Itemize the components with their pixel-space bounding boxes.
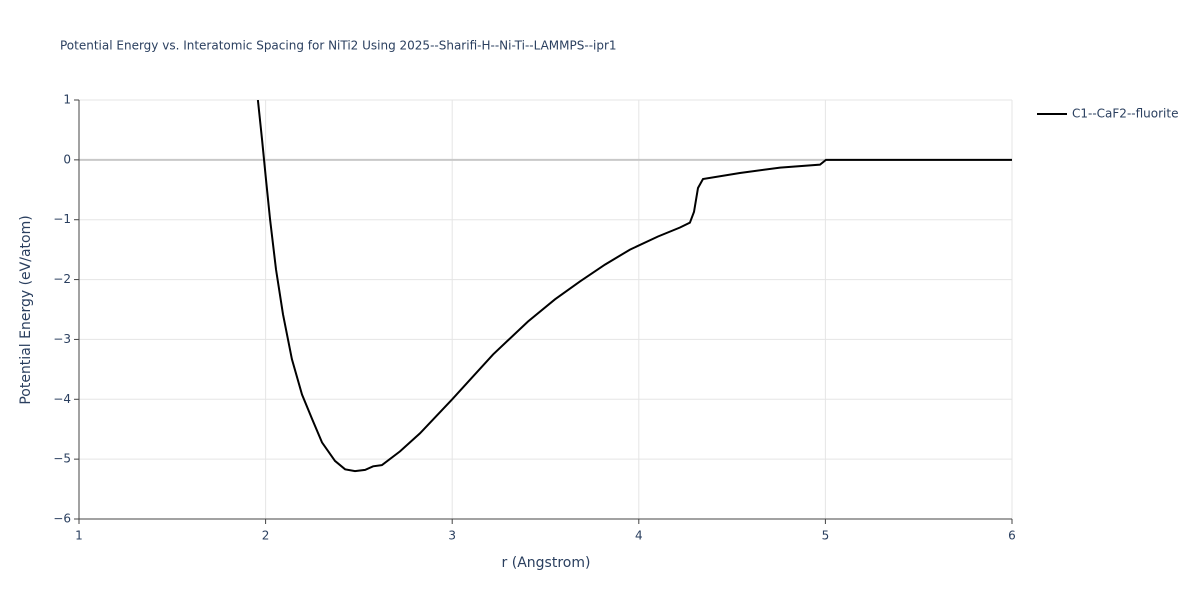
- y-tick-label: −4: [53, 392, 71, 406]
- x-tick-label: 3: [448, 529, 456, 543]
- legend-label: C1--CaF2--fluorite: [1072, 107, 1178, 121]
- x-tick-label: 2: [262, 529, 270, 543]
- y-tick-label: −5: [53, 452, 71, 466]
- y-axis-label: Potential Energy (eV/atom): [18, 215, 34, 404]
- x-tick-label: 1: [75, 529, 83, 543]
- y-tick-label: 0: [63, 152, 71, 166]
- x-axis-label: r (Angstrom): [502, 555, 591, 571]
- line-series: [256, 100, 1012, 473]
- x-tick-label: 5: [822, 529, 830, 543]
- y-tick-label: −1: [53, 212, 71, 226]
- y-tick-label: −3: [53, 332, 71, 346]
- x-tick-label: 4: [635, 529, 643, 543]
- y-tick-label: −2: [53, 272, 71, 286]
- x-tick-label: 6: [1008, 529, 1016, 543]
- y-tick-label: −6: [53, 512, 71, 526]
- y-tick-label: 1: [63, 93, 71, 107]
- chart-title: Potential Energy vs. Interatomic Spacing…: [60, 39, 617, 53]
